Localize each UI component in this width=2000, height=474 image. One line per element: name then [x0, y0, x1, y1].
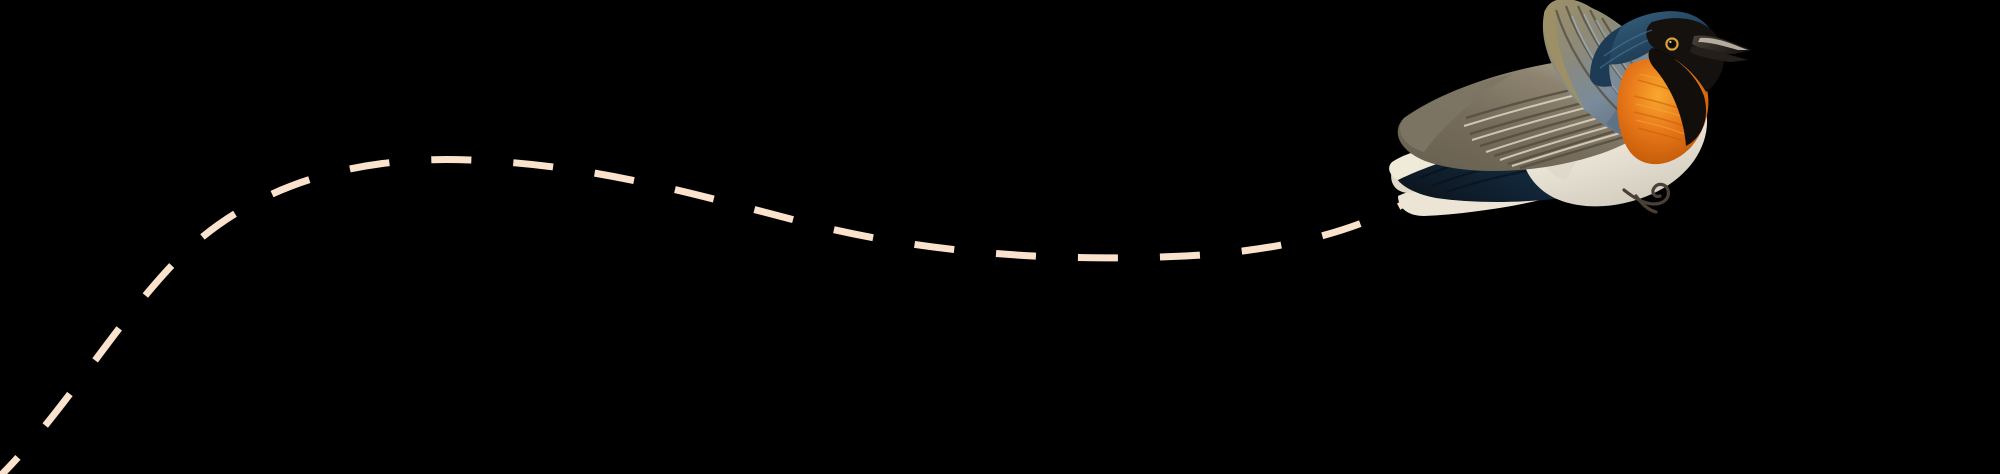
bird-body-group — [1389, 0, 1752, 216]
beak — [1690, 35, 1752, 62]
eye — [1664, 36, 1680, 52]
feet — [1622, 182, 1670, 214]
flight-trail — [0, 156, 1435, 474]
